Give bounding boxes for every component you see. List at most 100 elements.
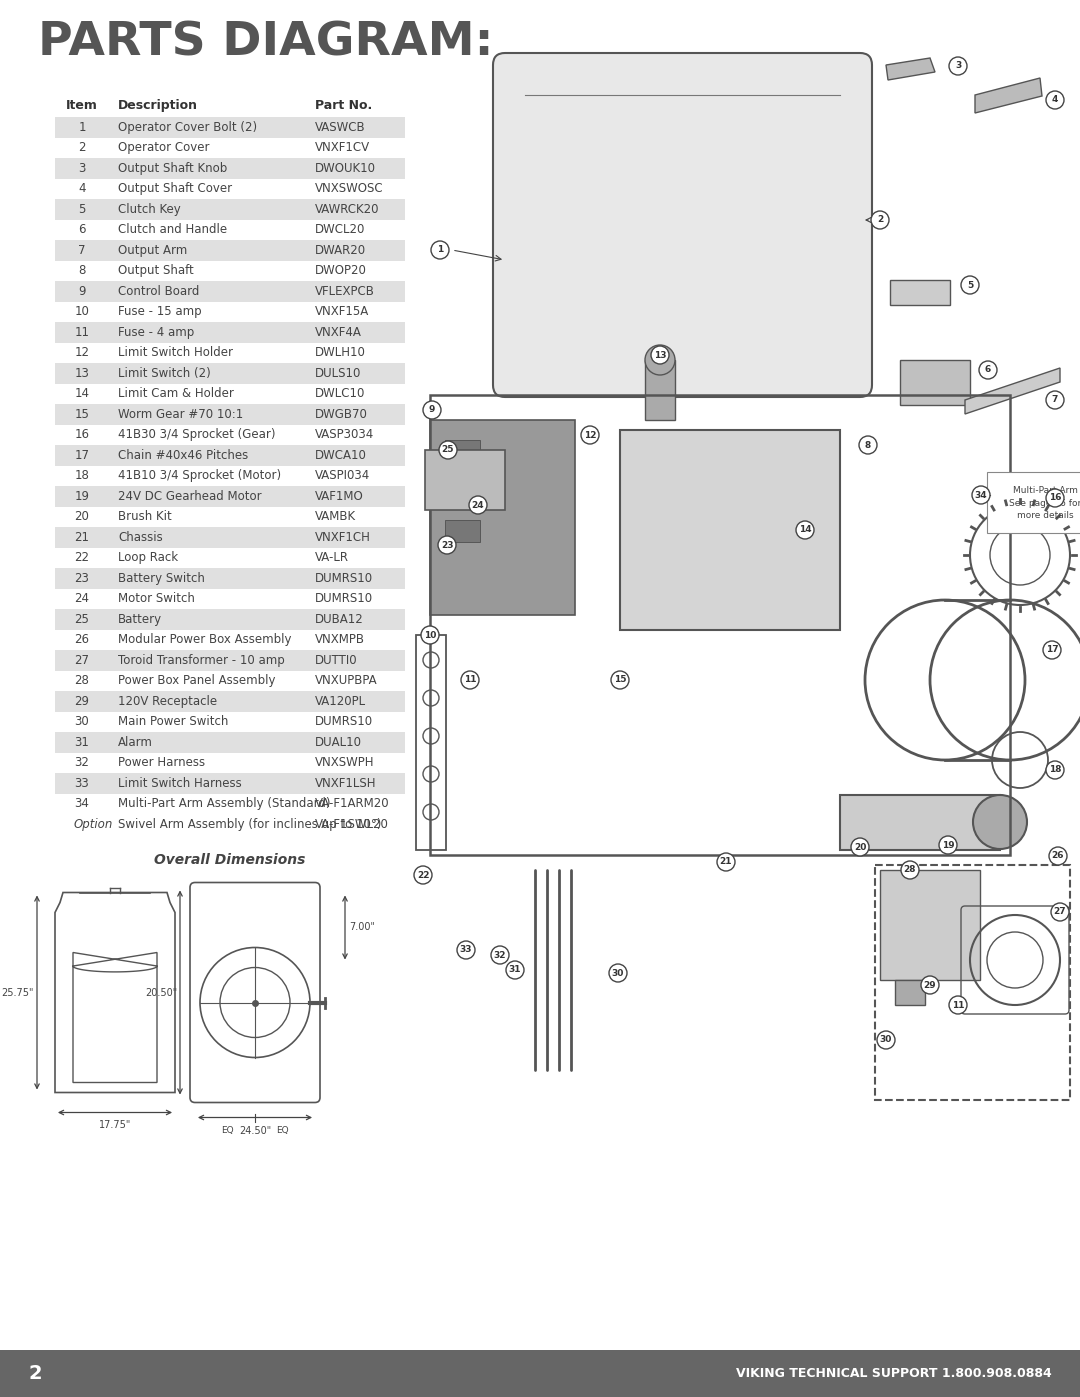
Text: Power Box Panel Assembly: Power Box Panel Assembly — [118, 675, 275, 687]
Bar — [55, 753, 405, 773]
Text: Operator Cover: Operator Cover — [118, 141, 210, 154]
Text: 2: 2 — [877, 215, 883, 225]
Text: VAWRCK20: VAWRCK20 — [315, 203, 379, 215]
Text: Part No.: Part No. — [315, 99, 373, 112]
Text: 6: 6 — [78, 224, 85, 236]
Text: 7: 7 — [78, 243, 85, 257]
Bar — [645, 360, 675, 420]
Text: 23: 23 — [75, 571, 90, 585]
Bar — [55, 363, 405, 384]
Bar — [620, 430, 840, 630]
Text: VFLEXPCB: VFLEXPCB — [315, 285, 375, 298]
Text: 7: 7 — [1052, 395, 1058, 405]
Bar — [55, 384, 405, 404]
Text: Output Shaft Cover: Output Shaft Cover — [118, 182, 232, 196]
Text: DUMRS10: DUMRS10 — [315, 571, 373, 585]
Circle shape — [1047, 761, 1064, 780]
Text: 8: 8 — [79, 264, 85, 277]
Text: 16: 16 — [1049, 493, 1062, 503]
Text: Item: Item — [66, 99, 98, 112]
Bar — [55, 650, 405, 671]
Bar — [430, 395, 1010, 855]
Text: 12: 12 — [75, 346, 90, 359]
Text: 26: 26 — [75, 633, 90, 647]
Circle shape — [796, 521, 814, 539]
Bar — [55, 773, 405, 793]
Text: 120V Receptacle: 120V Receptacle — [118, 694, 217, 708]
Circle shape — [851, 838, 869, 856]
Text: VA-F1ARM20: VA-F1ARM20 — [315, 798, 390, 810]
Text: 26: 26 — [1052, 852, 1064, 861]
Text: VASP3034: VASP3034 — [315, 429, 375, 441]
Text: Fuse - 4 amp: Fuse - 4 amp — [118, 326, 194, 338]
Text: Multi-Part Arm Assembly (Standard): Multi-Part Arm Assembly (Standard) — [118, 798, 330, 810]
Text: VASWCB: VASWCB — [315, 120, 366, 134]
Text: 24: 24 — [472, 500, 484, 510]
Text: 4: 4 — [78, 182, 85, 196]
Text: 7.00": 7.00" — [349, 922, 375, 933]
Text: Battery Switch: Battery Switch — [118, 571, 205, 585]
Text: Fuse - 15 amp: Fuse - 15 amp — [118, 306, 202, 319]
Circle shape — [438, 536, 456, 555]
Bar — [55, 793, 405, 814]
Text: 13: 13 — [75, 367, 90, 380]
Text: DWOUK10: DWOUK10 — [315, 162, 376, 175]
Text: 8: 8 — [865, 440, 872, 450]
Bar — [55, 814, 405, 834]
Text: 3: 3 — [79, 162, 85, 175]
Bar — [55, 465, 405, 486]
Circle shape — [1047, 489, 1064, 507]
Bar — [900, 360, 970, 405]
Circle shape — [457, 942, 475, 958]
Text: 25.75": 25.75" — [1, 988, 33, 997]
Text: 1: 1 — [78, 120, 85, 134]
Text: DUAL10: DUAL10 — [315, 736, 362, 749]
Text: 19: 19 — [75, 490, 90, 503]
Text: 25: 25 — [75, 613, 90, 626]
Circle shape — [870, 211, 889, 229]
Text: 33: 33 — [460, 946, 472, 954]
Circle shape — [651, 346, 669, 365]
Text: Overall Dimensions: Overall Dimensions — [154, 852, 306, 866]
Bar — [875, 865, 1070, 1099]
Bar — [55, 302, 405, 321]
Bar — [55, 198, 405, 219]
Text: VNXSWOSC: VNXSWOSC — [315, 182, 383, 196]
Text: 14: 14 — [799, 525, 811, 535]
Text: VASPI034: VASPI034 — [315, 469, 370, 482]
Text: DWOP20: DWOP20 — [315, 264, 367, 277]
FancyBboxPatch shape — [492, 53, 872, 397]
Text: 11: 11 — [463, 676, 476, 685]
Text: Battery: Battery — [118, 613, 162, 626]
Bar — [55, 179, 405, 198]
Text: 28: 28 — [75, 675, 90, 687]
Circle shape — [469, 496, 487, 514]
Text: VNXMPB: VNXMPB — [315, 633, 365, 647]
Text: Chain #40x46 Pitches: Chain #40x46 Pitches — [118, 448, 248, 462]
Bar — [55, 507, 405, 527]
Text: 21: 21 — [75, 531, 90, 543]
Text: DWCA10: DWCA10 — [315, 448, 367, 462]
Circle shape — [1049, 847, 1067, 865]
Text: DUMRS10: DUMRS10 — [315, 592, 373, 605]
Text: DUBA12: DUBA12 — [315, 613, 364, 626]
Text: VNXF1CH: VNXF1CH — [315, 531, 370, 543]
Circle shape — [921, 977, 939, 995]
Circle shape — [609, 964, 627, 982]
Text: 28: 28 — [904, 866, 916, 875]
Text: 4: 4 — [1052, 95, 1058, 105]
Text: Chassis: Chassis — [118, 531, 163, 543]
Text: 22: 22 — [75, 552, 90, 564]
Text: EQ: EQ — [221, 1126, 233, 1136]
Text: DWLH10: DWLH10 — [315, 346, 366, 359]
Circle shape — [438, 441, 457, 460]
Text: VAF1MO: VAF1MO — [315, 490, 364, 503]
Bar — [55, 240, 405, 260]
Circle shape — [949, 57, 967, 75]
Text: 16: 16 — [75, 429, 90, 441]
Circle shape — [949, 996, 967, 1014]
Text: DUTTI0: DUTTI0 — [315, 654, 357, 666]
Circle shape — [1051, 902, 1069, 921]
Text: VNXF1LSH: VNXF1LSH — [315, 777, 377, 789]
Text: 31: 31 — [509, 965, 522, 975]
